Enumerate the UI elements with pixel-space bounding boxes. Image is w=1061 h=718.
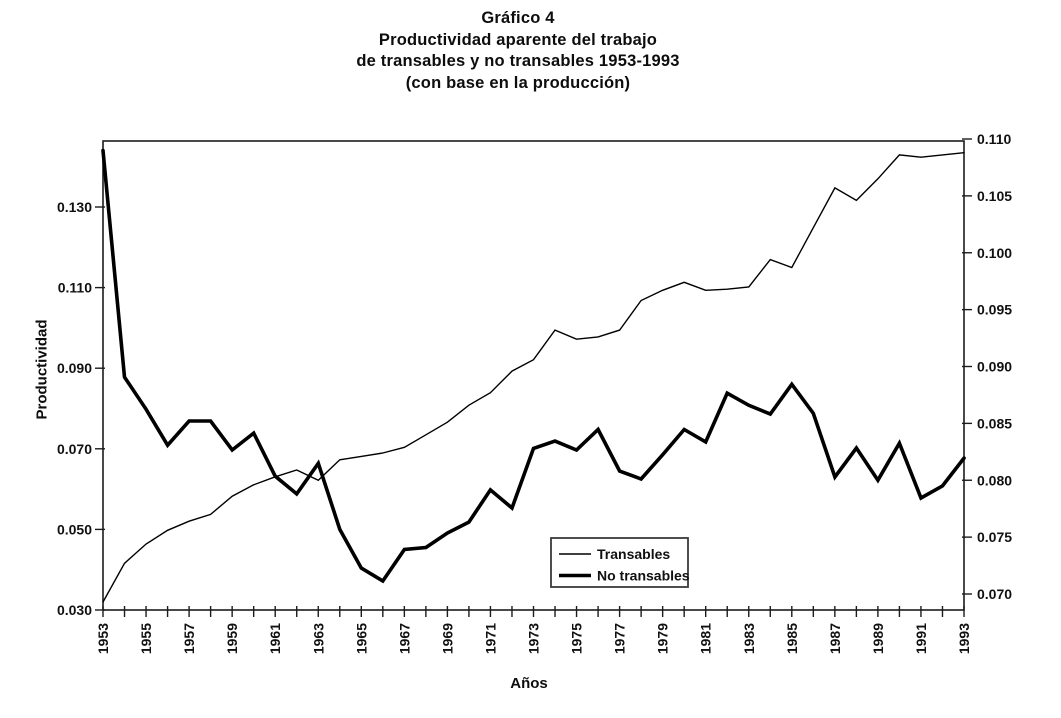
series-line-no-transables — [101, 148, 966, 584]
x-axis-tick-label: 1959 — [224, 623, 240, 654]
x-axis-tick-label: 1977 — [612, 623, 628, 654]
chart-title-line-2: Productividad aparente del trabajo — [378, 30, 658, 49]
x-axis-tick-label: 1985 — [784, 623, 800, 654]
x-axis-tick-label: 1969 — [439, 623, 455, 654]
x-axis-tick-label: 1971 — [482, 623, 498, 654]
right-axis-tick-label: 0.105 — [977, 188, 1012, 204]
left-axis-tick-label: 0.070 — [57, 441, 92, 457]
right-axis-tick-label: 0.090 — [977, 359, 1012, 375]
left-axis-tick-label: 0.030 — [57, 602, 92, 618]
x-axis-tick-label: 1987 — [827, 623, 843, 654]
x-axis-tick-label: 1975 — [569, 623, 585, 654]
legend-label: Transables — [597, 546, 670, 562]
right-axis-tick-label: 0.095 — [977, 302, 1012, 318]
x-axis-tick-label: 1989 — [870, 623, 886, 654]
legend-label: No transables — [597, 568, 690, 584]
chart-title-line-3: de transables y no transables 1953-1993 — [356, 52, 680, 70]
chart-title-line-1: Gráfico 4 — [481, 9, 555, 27]
x-axis-tick-label: 1965 — [353, 623, 369, 654]
series-line-transables — [102, 151, 965, 603]
x-axis-tick-label: 1983 — [741, 623, 757, 654]
x-axis-tick-label: 1973 — [526, 623, 542, 654]
x-axis-tick-label: 1953 — [95, 623, 111, 654]
chart-title-line-4: (con base en la producción) — [405, 73, 631, 92]
chart-title: Gráfico 4 Productividad aparente del tra… — [0, 8, 1036, 94]
x-axis-tick-label: 1979 — [655, 623, 671, 654]
right-axis-tick-label: 0.100 — [977, 245, 1012, 261]
x-axis-title: Años — [510, 675, 548, 692]
x-axis-tick-label: 1955 — [138, 623, 154, 654]
right-axis-tick-label: 0.085 — [977, 415, 1012, 431]
x-axis-tick-label: 1957 — [181, 623, 197, 654]
x-axis-tick-label: 1991 — [913, 623, 929, 654]
left-axis-tick-label: 0.110 — [58, 280, 92, 296]
right-axis-tick-label: 0.070 — [977, 586, 1012, 602]
plot-frame — [102, 140, 965, 611]
x-axis-tick-label: 1961 — [267, 623, 283, 654]
right-axis-tick-label: 0.080 — [977, 472, 1012, 488]
right-axis-tick-label: 0.110 — [977, 131, 1011, 147]
right-axis-tick-label: 0.075 — [977, 529, 1012, 545]
x-axis-tick-label: 1963 — [310, 623, 326, 654]
left-axis-tick-label: 0.050 — [57, 521, 92, 537]
x-axis-tick-label: 1993 — [956, 623, 972, 654]
left-axis-tick-label: 0.130 — [57, 199, 92, 215]
x-axis-tick-label: 1981 — [698, 623, 714, 654]
x-axis-tick-label: 1967 — [396, 623, 412, 654]
left-axis-tick-label: 0.090 — [57, 360, 92, 376]
legend-box — [550, 537, 689, 588]
